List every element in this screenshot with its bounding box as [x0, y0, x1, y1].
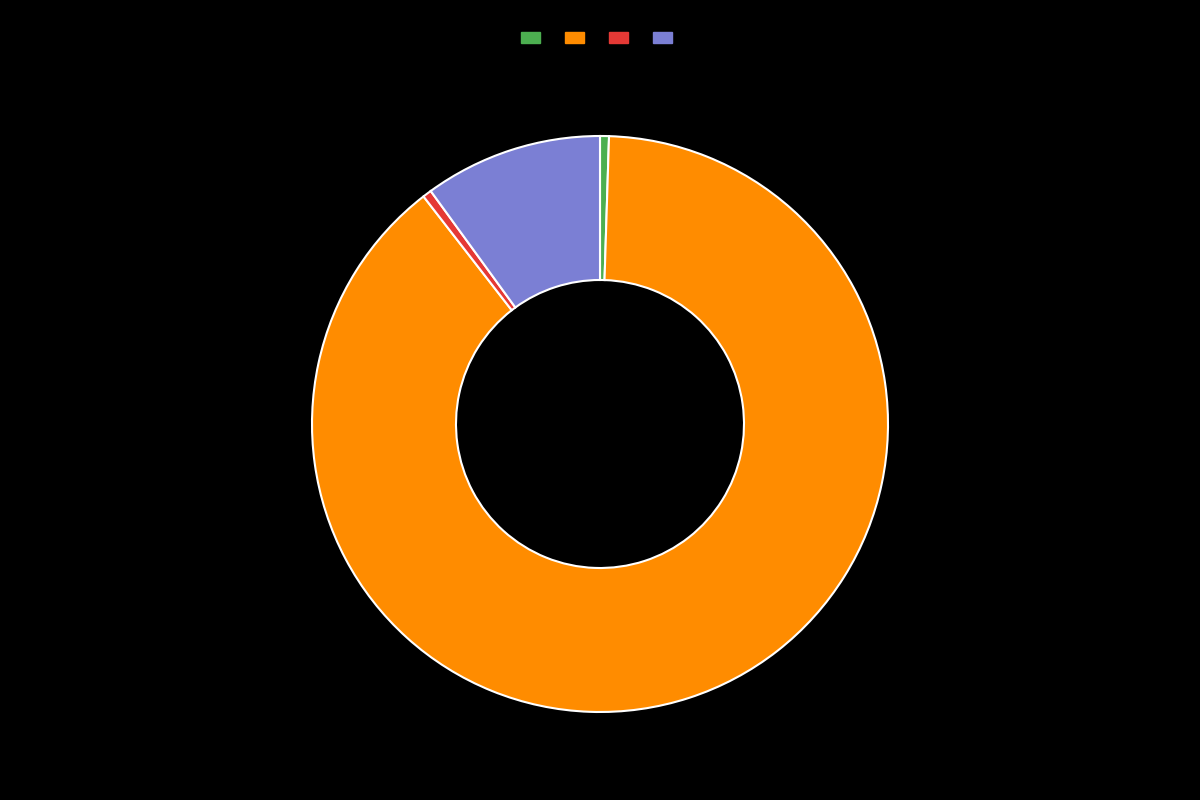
Wedge shape: [600, 136, 610, 280]
Wedge shape: [312, 136, 888, 712]
Wedge shape: [431, 136, 600, 307]
Wedge shape: [424, 191, 515, 310]
Legend:  ,  ,  ,  : , , ,: [516, 27, 684, 50]
